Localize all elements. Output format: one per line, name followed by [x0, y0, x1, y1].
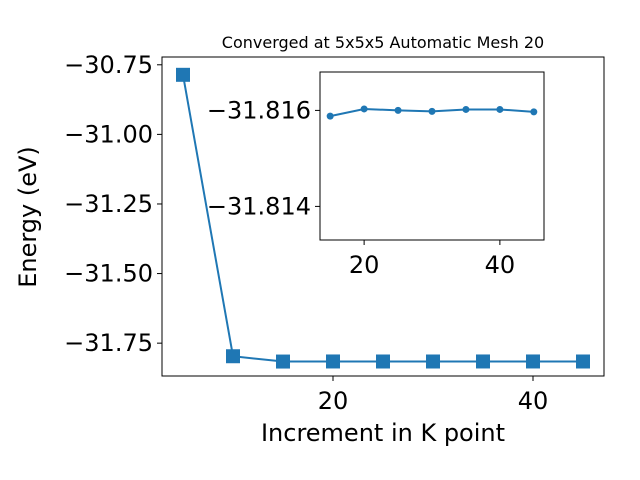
- main-data-point: [426, 354, 440, 369]
- x-axis-label: Increment in K point: [261, 419, 505, 447]
- inset-data-point: [530, 108, 538, 116]
- main-y-tick-label: −31.50: [64, 260, 153, 288]
- main-data-point: [576, 354, 590, 369]
- inset-plot-frame: [319, 71, 545, 241]
- chart-title: Converged at 5x5x5 Automatic Mesh 20: [222, 33, 544, 52]
- main-y-tick-label: −30.75: [64, 51, 153, 79]
- inset-data-point: [326, 112, 334, 120]
- inset-data-point: [360, 105, 368, 113]
- main-y-tick-label: −31.25: [64, 190, 153, 218]
- main-x-tick-label: 20: [318, 387, 349, 415]
- main-y-tick-label: −31.75: [64, 329, 153, 357]
- main-data-point: [226, 349, 240, 364]
- main-data-point: [526, 354, 540, 369]
- main-x-tick-label: 40: [518, 387, 549, 415]
- main-data-point: [376, 354, 390, 369]
- inset-data-point: [496, 105, 504, 113]
- inset-data-point: [428, 107, 436, 115]
- inset-plot-layer: 20 40 −31.816 −31.814: [207, 96, 538, 279]
- main-data-point: [276, 354, 290, 369]
- main-data-point: [176, 67, 190, 82]
- y-axis-label: Energy (eV): [14, 146, 42, 288]
- main-data-point: [326, 354, 340, 369]
- main-plot-layer: 20 40 −30.75 −31.00 −31.25 −31.50 −31.75: [64, 51, 590, 415]
- main-y-tick-label: −31.00: [64, 120, 153, 148]
- inset-x-tick-label: 20: [349, 251, 380, 279]
- inset-data-point: [462, 105, 470, 113]
- main-data-point: [476, 354, 490, 369]
- inset-x-tick-label: 40: [485, 251, 516, 279]
- inset-y-tick-label: −31.816: [207, 96, 311, 124]
- inset-data-point: [394, 106, 402, 114]
- inset-y-tick-label: −31.814: [207, 192, 311, 220]
